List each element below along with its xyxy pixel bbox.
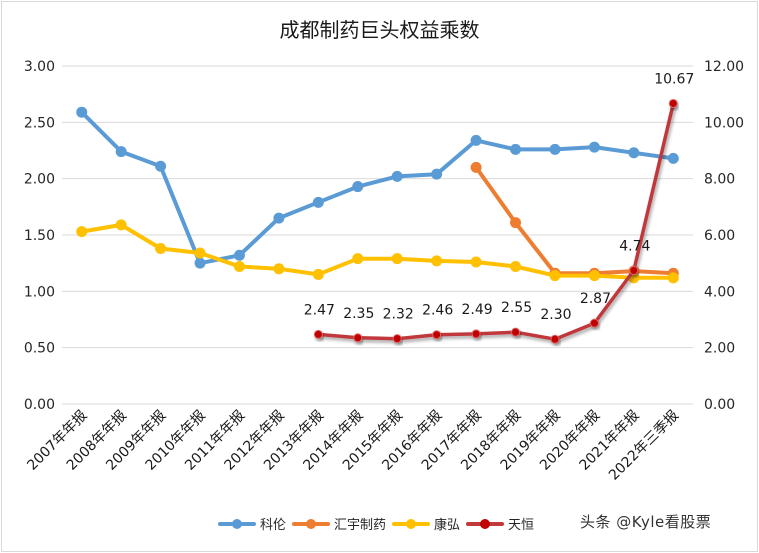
- data-point[interactable]: [233, 249, 245, 261]
- y-right-tick: 6.00: [704, 228, 735, 244]
- legend-label: 天恒: [508, 518, 535, 533]
- data-label: 2.55: [501, 300, 532, 316]
- data-label: 2.47: [304, 302, 335, 318]
- legend-item-kanghong[interactable]: 康弘: [392, 514, 460, 533]
- data-label: 4.74: [619, 238, 650, 254]
- y-right-tick: 0.00: [704, 397, 735, 413]
- series-康弘: [76, 219, 679, 284]
- data-point[interactable]: [273, 212, 285, 224]
- data-point[interactable]: [470, 134, 482, 146]
- data-point[interactable]: [115, 219, 127, 231]
- y-left-tick: 0.50: [24, 341, 55, 357]
- chart-legend: 科伦 汇宇制药 康弘 天恒: [218, 514, 540, 533]
- data-point[interactable]: [431, 255, 443, 267]
- y-left-tick: 1.00: [24, 284, 55, 300]
- data-point[interactable]: [510, 261, 522, 273]
- legend-item-huiyu[interactable]: 汇宇制药: [292, 514, 386, 533]
- y-right-tick: 12.00: [704, 59, 744, 75]
- data-point[interactable]: [549, 270, 561, 282]
- legend-line-marker-icon: [392, 518, 431, 529]
- legend-line-marker-icon: [466, 518, 505, 529]
- data-point[interactable]: [391, 253, 403, 265]
- y-left-tick: 2.50: [24, 115, 55, 131]
- data-point[interactable]: [155, 160, 167, 172]
- data-label: 10.67: [654, 71, 694, 87]
- data-point[interactable]: [155, 243, 167, 255]
- data-point[interactable]: [470, 161, 482, 173]
- data-label: 2.30: [540, 307, 571, 323]
- data-point[interactable]: [511, 327, 521, 337]
- y-right-tick: 10.00: [704, 115, 744, 131]
- data-point[interactable]: [629, 265, 639, 275]
- data-label: 2.35: [343, 306, 374, 322]
- data-point[interactable]: [352, 253, 364, 265]
- data-point[interactable]: [628, 147, 640, 159]
- y-right-tick: 2.00: [704, 341, 735, 357]
- y-left-tick: 2.00: [24, 172, 55, 188]
- data-point[interactable]: [233, 261, 245, 273]
- data-point[interactable]: [510, 143, 522, 155]
- y-right-tick: 8.00: [704, 172, 735, 188]
- data-point[interactable]: [550, 334, 560, 344]
- y-left-tick: 0.00: [24, 397, 55, 413]
- legend-line-marker-icon: [218, 518, 256, 529]
- series-汇宇制药: [470, 161, 679, 279]
- legend-label: 科伦: [260, 518, 287, 533]
- data-point[interactable]: [510, 217, 522, 229]
- series-科伦: [76, 106, 679, 269]
- data-point[interactable]: [431, 168, 443, 180]
- data-label: 2.32: [383, 307, 414, 323]
- data-point[interactable]: [588, 141, 600, 153]
- data-point[interactable]: [76, 226, 88, 238]
- x-tick-label: 2022年三季报: [606, 408, 682, 484]
- data-point[interactable]: [391, 170, 403, 182]
- data-point[interactable]: [392, 334, 402, 344]
- y-left-tick: 1.50: [24, 228, 55, 244]
- legend-label: 汇宇制药: [334, 518, 387, 533]
- data-point[interactable]: [668, 98, 678, 108]
- data-point[interactable]: [115, 146, 127, 158]
- series-天恒: 2.47 2.35 2.32 2.46 2.49 2.55 2.30 2.87 4.74 10.6…: [304, 71, 694, 344]
- data-point[interactable]: [470, 256, 482, 268]
- legend-line-marker-icon: [292, 518, 331, 529]
- data-label: 2.49: [462, 302, 493, 318]
- data-point[interactable]: [471, 329, 481, 339]
- data-point[interactable]: [588, 270, 600, 282]
- y-right-tick: 4.00: [704, 284, 735, 300]
- data-point[interactable]: [667, 152, 679, 164]
- data-point[interactable]: [194, 247, 206, 259]
- data-point[interactable]: [589, 318, 599, 328]
- data-point[interactable]: [667, 272, 679, 284]
- data-point[interactable]: [273, 263, 285, 275]
- data-point[interactable]: [76, 106, 88, 118]
- data-point[interactable]: [312, 268, 324, 280]
- data-label: 2.87: [580, 291, 611, 307]
- data-point[interactable]: [313, 329, 323, 339]
- data-point[interactable]: [312, 196, 324, 208]
- data-point[interactable]: [352, 181, 364, 193]
- chart-title: 成都制药巨头权益乘数: [279, 18, 480, 42]
- watermark: 头条 @Kyle看股票: [580, 513, 712, 531]
- data-point[interactable]: [353, 333, 363, 343]
- legend-label: 康弘: [434, 518, 461, 533]
- data-point[interactable]: [194, 257, 206, 269]
- data-point[interactable]: [432, 330, 442, 340]
- data-point[interactable]: [549, 143, 561, 155]
- data-label: 2.46: [422, 303, 453, 319]
- legend-item-tianheng[interactable]: 天恒: [466, 514, 534, 533]
- y-left-tick: 3.00: [24, 59, 55, 75]
- legend-item-kelun[interactable]: 科伦: [218, 514, 286, 533]
